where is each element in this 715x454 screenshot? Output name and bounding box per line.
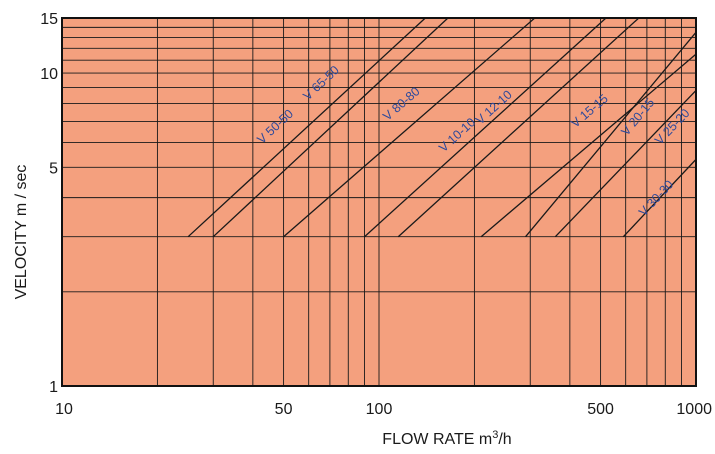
x-tick-label: 500 <box>587 401 614 418</box>
x-tick-label: 100 <box>366 401 393 418</box>
x-tick-label: 1000 <box>676 401 712 418</box>
series-line <box>212 17 449 238</box>
grid-lines <box>61 17 697 387</box>
y-tick-label: 10 <box>40 66 58 83</box>
series-line <box>622 158 697 238</box>
y-tick-label: 5 <box>49 160 58 177</box>
series-line <box>283 17 536 238</box>
series-line <box>554 90 697 238</box>
series-line <box>480 53 697 238</box>
series-line <box>187 17 426 238</box>
x-tick-label: 10 <box>55 401 73 418</box>
y-tick-label: 15 <box>40 11 58 28</box>
series-lines <box>187 17 697 238</box>
plot-frame <box>61 17 697 387</box>
x-axis-title: FLOW RATE m3/h <box>382 429 511 448</box>
series-line <box>525 31 697 238</box>
series-line <box>397 17 640 238</box>
x-tick-label: 50 <box>275 401 293 418</box>
y-axis-title: VELOCITY m / sec <box>13 165 30 300</box>
series-line <box>364 17 607 238</box>
y-tick-label: 1 <box>49 379 58 396</box>
